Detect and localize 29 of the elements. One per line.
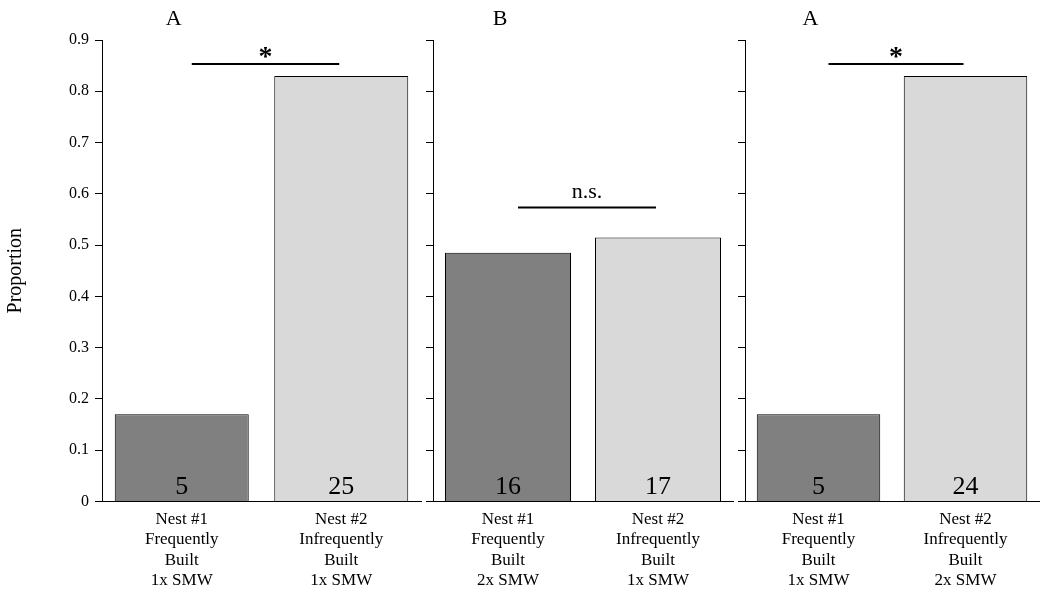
- annotation: 24: [952, 471, 979, 501]
- x-tick-label: Nest #2 Infrequently Built 2x SMW: [923, 509, 1008, 590]
- chart-title: B: [492, 4, 508, 30]
- annotation: 5: [812, 471, 825, 501]
- y-tick-label: 0.8: [69, 81, 89, 99]
- chart-title: A: [802, 4, 819, 30]
- y-tick-label: 0: [81, 491, 89, 509]
- annotation: 25: [328, 471, 355, 501]
- y-tick-label: 0.5: [69, 235, 89, 253]
- annotation: *: [889, 40, 903, 72]
- y-tick-label: 0.9: [69, 30, 89, 48]
- y-tick-label: 0.3: [69, 337, 89, 355]
- annotation: 16: [495, 471, 521, 501]
- chart-title: A: [165, 4, 182, 30]
- y-tick-label: 0.6: [69, 184, 89, 201]
- y-tick-label: 0.2: [69, 389, 89, 407]
- x-tick-label: Nest #1 Frequently Built 2x SMW: [471, 509, 546, 590]
- y-tick-label: 0.4: [69, 286, 89, 304]
- x-tick-label: Nest #1 Frequently Built 1x SMW: [144, 509, 220, 590]
- annotation: 17: [645, 471, 671, 501]
- x-tick-label: Nest #2 Infrequently Built 1x SMW: [615, 509, 701, 590]
- annotation: n.s.: [571, 178, 603, 204]
- y-tick-label: 0.1: [69, 440, 89, 458]
- x-tick-label: Nest #2 Infrequently Built 1x SMW: [299, 509, 384, 590]
- y-tick-label: 0.7: [69, 132, 89, 150]
- annotation: *: [258, 40, 273, 72]
- y-axis-title: Proportion: [3, 227, 27, 314]
- x-tick-label: Nest #1 Frequently Built 1x SMW: [781, 509, 856, 590]
- annotation: 5: [175, 471, 189, 501]
